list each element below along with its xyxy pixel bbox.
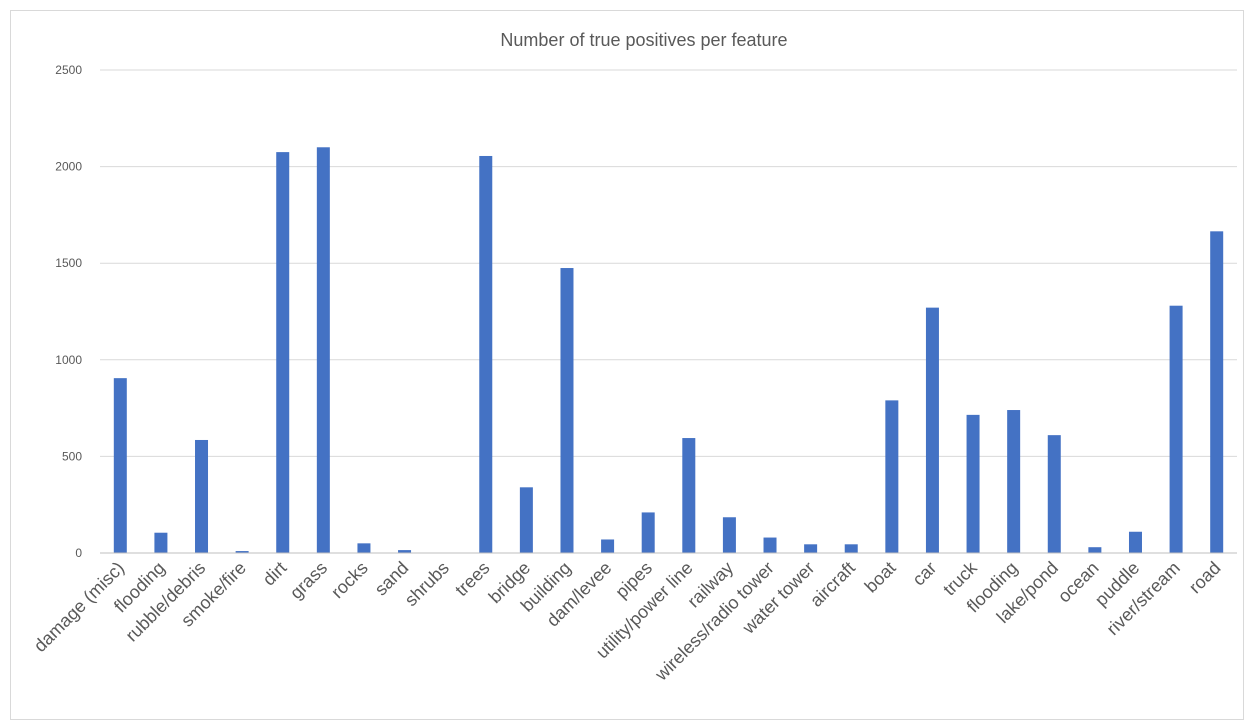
x-tick-label: rocks [327,558,372,603]
x-tick-label: dirt [259,558,291,590]
bar-11 [560,268,574,553]
bar-7 [398,550,412,553]
x-axis-labels: damage (misc)floodingrubble/debrissmoke/… [30,557,1225,685]
x-tick-label: shrubs [401,558,453,610]
bar-25 [1128,531,1142,553]
bar-6 [357,543,371,553]
y-tick-label: 2000 [55,160,82,174]
bar-17 [804,544,818,553]
x-tick-label: grass [286,558,331,603]
bar-13 [641,512,655,553]
bar-9 [479,155,493,553]
bar-26 [1169,305,1183,553]
bar-3 [235,551,249,553]
bar-22 [1007,410,1021,553]
y-tick-label: 2500 [55,63,82,77]
bar-27 [1210,231,1224,553]
bar-18 [844,544,858,553]
y-axis-ticks: 0 500 1000 1500 2000 2500 [55,63,82,560]
x-tick-label: car [908,558,940,590]
bar-2 [195,439,209,553]
bar-1 [154,532,168,553]
y-tick-label: 500 [62,449,82,463]
bar-19 [885,400,899,553]
bar-5 [316,147,330,553]
bar-14 [682,438,696,553]
bars [113,147,1224,554]
y-tick-label: 1500 [55,256,82,270]
bar-23 [1047,435,1061,553]
chart-frame [10,10,1244,720]
y-tick-label: 0 [75,546,82,560]
y-tick-label: 1000 [55,353,82,367]
x-tick-label: boat [861,558,900,597]
x-tick-label: road [1185,558,1225,598]
bar-12 [601,539,615,553]
bar-16 [763,537,777,553]
bar-24 [1088,547,1102,553]
bar-0 [113,378,127,553]
chart-title: Number of true positives per feature [500,30,787,50]
bar-21 [966,414,980,553]
bar-20 [925,307,939,553]
x-tick-label: aircraft [806,558,859,611]
gridlines [100,69,1237,457]
bar-4 [276,152,290,554]
bar-10 [519,487,533,553]
bar-15 [722,517,736,553]
